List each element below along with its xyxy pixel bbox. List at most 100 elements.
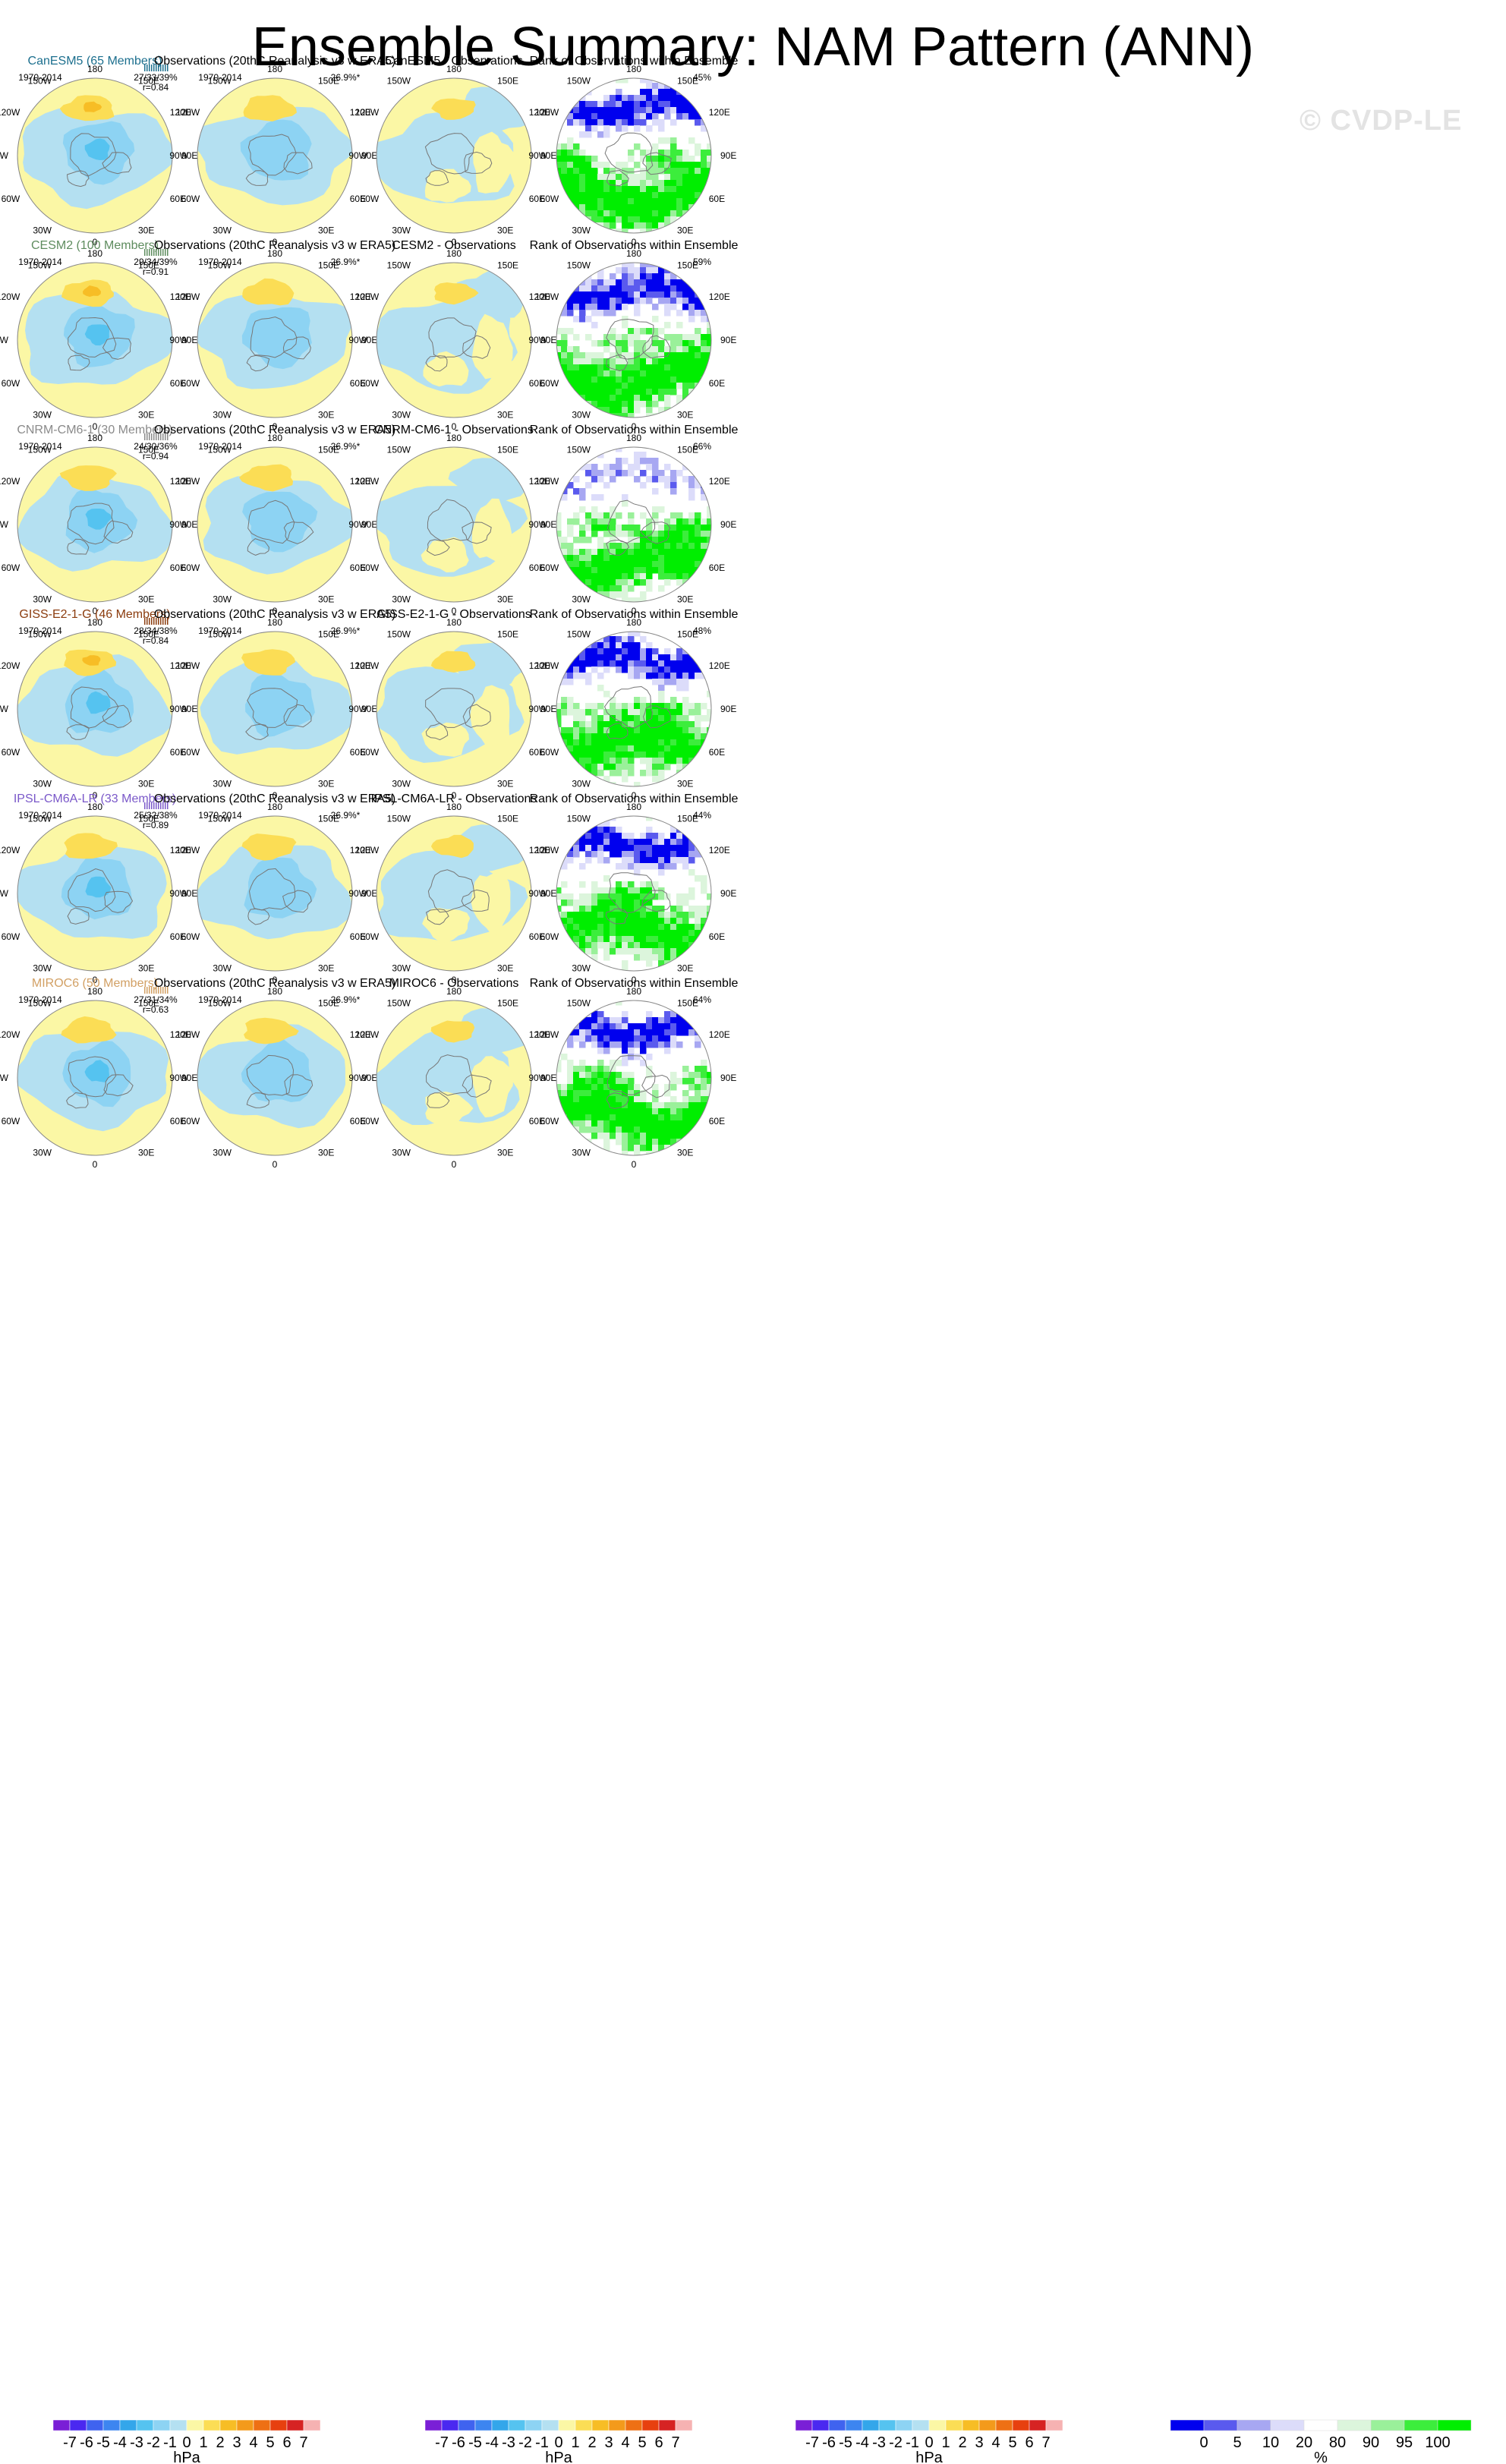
rank-cell	[628, 1108, 635, 1115]
member-tick	[149, 802, 150, 809]
model-panel: MIROC6 (50 Members)1970-2014 27/31/34%r=0…	[0, 977, 197, 1170]
rank-cell	[652, 222, 659, 229]
rank-cell	[616, 291, 622, 298]
globe-outline	[17, 1000, 173, 1156]
rank-cell	[585, 352, 592, 359]
rank-cell	[603, 555, 610, 562]
rank-cell	[676, 168, 683, 175]
rank-cell	[688, 1120, 695, 1127]
colorbar-label: -7	[805, 2434, 819, 2451]
rank-cell	[701, 1017, 707, 1024]
rank-cell	[616, 358, 622, 365]
longitude-label: 120E	[350, 845, 371, 855]
negative-anomaly	[84, 138, 110, 160]
rank-cell	[628, 1126, 635, 1133]
coastline	[246, 1054, 295, 1096]
rank-cell	[579, 912, 586, 918]
rank-cell	[707, 673, 711, 679]
rank-cell	[556, 673, 562, 679]
colorbar-label: -1	[906, 2434, 919, 2451]
rank-cell	[616, 531, 622, 537]
rank-cell	[610, 845, 616, 852]
longitude-label: 0	[273, 790, 278, 801]
coastline	[462, 704, 491, 728]
globe-outline	[556, 77, 712, 234]
rank-cell	[603, 561, 610, 568]
rank-cell	[713, 679, 720, 685]
panel-row: CNRM-CM6-1 (30 Members)1970-2014 24/30/36…	[0, 424, 739, 616]
rank-cell	[622, 316, 629, 323]
rank-cell	[567, 518, 574, 525]
map-field	[197, 816, 352, 971]
rank-cell	[713, 340, 720, 347]
rank-cell	[634, 857, 641, 864]
colorbar-swatch	[203, 2419, 221, 2431]
rank-cell	[695, 597, 701, 602]
rank-cell	[603, 733, 610, 740]
rank-cell	[713, 912, 720, 918]
rank-cell	[616, 758, 622, 764]
longitude-label: 180	[267, 802, 282, 812]
rank-cell	[622, 1126, 629, 1133]
rank-cell	[652, 727, 659, 734]
rank-cell	[591, 770, 598, 777]
rank-cell	[707, 334, 711, 341]
rank-cell	[707, 579, 711, 586]
rank-cell	[688, 1072, 695, 1079]
rank-cell	[640, 573, 647, 580]
coastline	[606, 540, 630, 556]
rank-cell	[603, 413, 610, 417]
rank-cell	[634, 751, 641, 758]
negative-anomaly	[85, 509, 112, 530]
colorbar-swatch	[995, 2419, 1013, 2431]
rank-cell	[664, 204, 671, 211]
rank-cell	[628, 198, 635, 205]
difference-panel: GISS-E2-1-G - Observations180150E120E90E…	[348, 608, 556, 801]
rank-cell	[707, 304, 711, 310]
rank-cell	[628, 1090, 635, 1097]
rank-cell	[682, 204, 689, 211]
rank-cell	[579, 906, 586, 912]
rank-cell	[622, 1084, 629, 1091]
rank-cell	[622, 210, 629, 217]
rank-cell	[603, 567, 610, 574]
rank-cell	[616, 745, 622, 752]
rank-cell	[556, 150, 562, 156]
rank-cell	[634, 113, 641, 120]
rank-cell	[682, 1108, 689, 1115]
longitude-label: 60W	[540, 747, 559, 758]
rank-cell	[658, 751, 665, 758]
member-tick	[156, 618, 157, 625]
rank-cell	[585, 660, 592, 667]
rank-cell	[682, 745, 689, 752]
rank-cell	[591, 1023, 598, 1030]
colorbar-label: 1	[941, 2434, 950, 2451]
longitude-label: 30E	[497, 225, 513, 236]
rank-cell	[652, 666, 659, 673]
rank-cell	[652, 364, 659, 371]
rank-cell	[652, 733, 659, 740]
colorbar-label: 2	[958, 2434, 966, 2451]
rank-cell	[591, 739, 598, 746]
rank-cell	[701, 156, 707, 162]
colorbar-label: 6	[1025, 2434, 1033, 2451]
rank-cell	[628, 401, 635, 408]
rank-cell	[556, 924, 562, 931]
rank-cell	[603, 1017, 610, 1024]
rank-cell	[658, 758, 665, 764]
rank-cell	[695, 579, 701, 586]
rank-cell	[561, 679, 568, 685]
rank-cell	[591, 210, 598, 217]
rank-cell	[688, 174, 695, 181]
rank-cell	[628, 512, 635, 519]
rank-cell	[701, 1084, 707, 1091]
rank-cell	[616, 174, 622, 181]
rank-cell	[688, 279, 695, 286]
rank-cell	[713, 531, 720, 537]
longitude-label: 0	[93, 1159, 98, 1170]
rank-cell	[640, 721, 647, 728]
rank-cell	[585, 709, 592, 716]
rank-cell	[682, 1011, 689, 1018]
rank-cell	[561, 401, 568, 408]
rank-cell	[597, 827, 604, 833]
